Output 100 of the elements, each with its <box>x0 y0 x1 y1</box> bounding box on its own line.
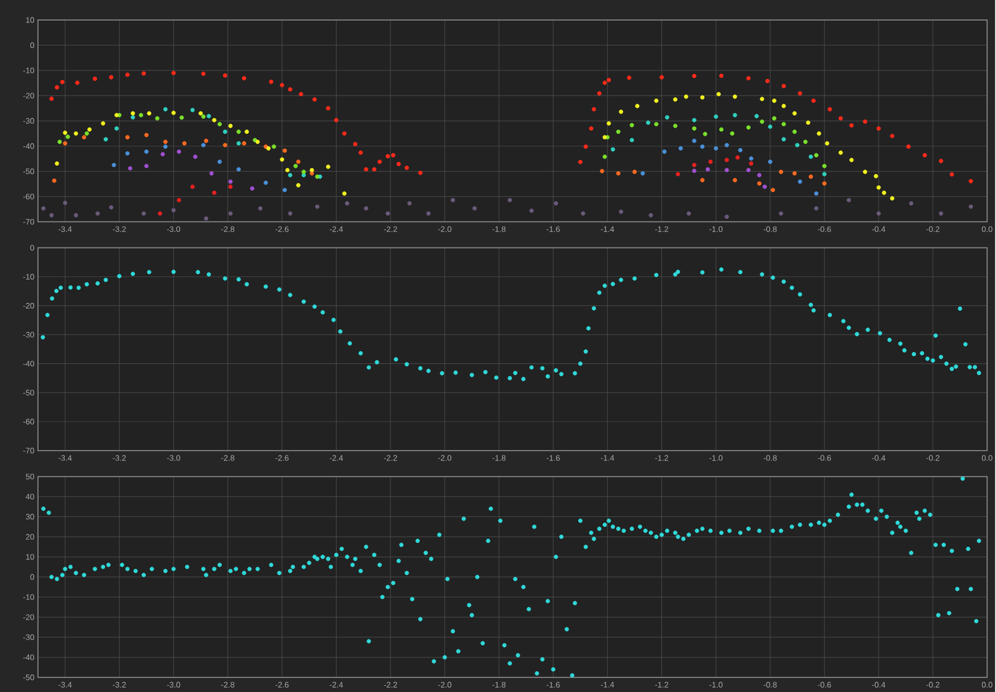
point <box>708 159 713 164</box>
point <box>849 123 854 128</box>
point <box>673 97 678 102</box>
point <box>938 158 944 163</box>
point <box>41 206 46 210</box>
point <box>171 110 176 115</box>
point <box>618 209 624 214</box>
point <box>218 122 222 126</box>
point <box>171 70 176 75</box>
point <box>242 76 246 80</box>
point <box>266 146 271 150</box>
point <box>600 168 604 174</box>
point <box>125 151 130 156</box>
point <box>280 82 284 88</box>
point <box>749 161 754 166</box>
point <box>391 152 396 158</box>
point <box>822 164 827 168</box>
point <box>142 211 146 216</box>
point <box>938 211 944 216</box>
point <box>778 211 784 216</box>
point <box>242 141 246 146</box>
point <box>82 134 86 140</box>
point <box>602 134 607 140</box>
point <box>772 116 776 120</box>
point <box>144 164 149 168</box>
point <box>700 144 705 149</box>
point <box>806 120 810 125</box>
point <box>922 152 927 158</box>
point <box>606 121 611 126</box>
point <box>719 127 724 132</box>
point <box>298 92 304 96</box>
point <box>396 162 401 166</box>
point <box>130 115 136 120</box>
point <box>358 150 363 155</box>
point <box>838 116 843 120</box>
point <box>824 141 830 146</box>
point <box>222 73 228 78</box>
point <box>714 114 718 119</box>
point <box>364 166 368 172</box>
point <box>648 212 653 218</box>
point <box>732 94 738 99</box>
point <box>950 172 954 176</box>
point <box>816 131 822 136</box>
point <box>296 182 300 188</box>
point <box>792 129 797 134</box>
point <box>580 211 586 216</box>
point <box>190 184 195 189</box>
point <box>190 108 195 112</box>
point <box>828 106 832 112</box>
point <box>529 208 534 213</box>
point <box>258 206 262 210</box>
point <box>803 139 808 144</box>
point <box>74 131 78 136</box>
point <box>182 141 187 146</box>
point <box>772 98 776 103</box>
point <box>597 91 602 96</box>
point <box>632 170 637 174</box>
point <box>618 109 624 114</box>
point <box>909 201 914 206</box>
point <box>386 154 390 158</box>
point <box>315 174 320 179</box>
point <box>768 159 772 164</box>
point <box>627 75 632 80</box>
point <box>719 73 724 78</box>
point <box>692 138 696 143</box>
point <box>654 122 658 126</box>
point <box>862 170 868 174</box>
point <box>372 166 376 172</box>
point <box>100 121 106 126</box>
point <box>130 110 136 116</box>
point <box>142 71 146 76</box>
point <box>418 170 422 175</box>
point <box>302 170 306 174</box>
point <box>84 131 89 136</box>
point <box>87 127 92 132</box>
point <box>610 147 616 152</box>
point <box>109 205 114 210</box>
point <box>228 184 233 189</box>
point <box>158 211 162 216</box>
point <box>95 211 100 216</box>
point <box>264 180 268 185</box>
point <box>640 171 645 176</box>
point <box>74 212 78 218</box>
point <box>700 178 705 182</box>
point <box>144 149 149 154</box>
point <box>201 71 206 76</box>
point <box>795 142 800 148</box>
point <box>616 129 620 134</box>
point <box>176 149 182 154</box>
point <box>176 198 182 202</box>
point <box>244 129 249 134</box>
point <box>54 161 60 166</box>
point <box>876 185 881 190</box>
point <box>702 132 708 136</box>
point <box>280 157 284 162</box>
point <box>862 119 868 124</box>
point <box>792 171 797 176</box>
point <box>109 74 114 80</box>
point <box>692 162 696 167</box>
point <box>450 198 456 202</box>
